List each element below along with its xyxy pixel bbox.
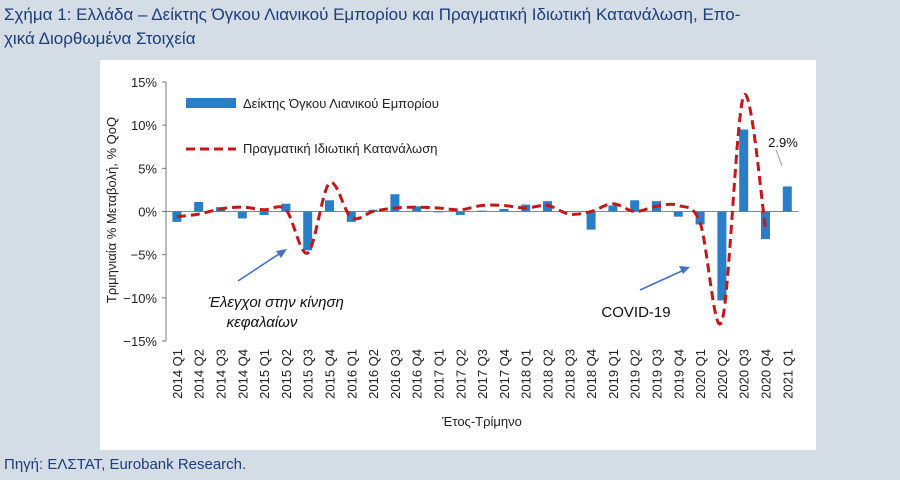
x-axis-label: Έτος-Τρίμηνο: [441, 414, 522, 429]
bar: [303, 211, 313, 251]
x-tick-label: 2015 Q4: [323, 349, 338, 399]
x-tick-label: 2014 Q1: [170, 349, 185, 399]
chart-panel: [100, 60, 816, 450]
x-tick-label: 2014 Q2: [192, 349, 207, 399]
last-value-annotation: 2.9%: [768, 135, 798, 167]
arrow-head-icon: [679, 266, 690, 274]
y-axis-label: Τριμηνιαία % Μεταβολή, % QoQ: [104, 117, 119, 303]
capital-controls-annotation: Έλεγχοι στην κίνηση κεφαλαίων: [208, 249, 344, 331]
legend-bar-swatch: [186, 98, 236, 108]
y-tick-label: −5%: [131, 248, 158, 263]
legend: Δείκτης Όγκου Λιανικού Εμπορίου Πραγματι…: [186, 96, 439, 156]
figure-title: Σχήμα 1: Ελλάδα – Δείκτης Όγκου Λιανικού…: [4, 5, 741, 48]
annotation-arrow: [237, 251, 283, 282]
consumption-line: [176, 93, 767, 326]
x-tick-label: 2016 Q2: [366, 349, 381, 399]
x-tick-label: 2019 Q1: [606, 349, 621, 399]
callout-line: [775, 149, 783, 167]
legend-line-label: Πραγματική Ιδιωτική Κατανάλωση: [243, 141, 437, 156]
x-tick-label: 2020 Q2: [715, 349, 730, 399]
x-tick-label: 2020 Q3: [737, 349, 752, 399]
x-tick-label: 2018 Q3: [562, 349, 577, 399]
x-tick-label: 2018 Q2: [541, 349, 556, 399]
x-tick-label: 2020 Q4: [759, 349, 774, 399]
bar: [390, 194, 400, 212]
capital-controls-text-line2: κεφαλαίων: [227, 314, 298, 331]
bar: [673, 211, 683, 217]
x-tick-label: 2015 Q1: [257, 349, 272, 399]
x-tick-label: 2016 Q1: [344, 349, 359, 399]
bar: [608, 205, 618, 212]
line-series: [176, 93, 767, 326]
x-tick-label: 2015 Q2: [279, 349, 294, 399]
x-tick-label: 2019 Q2: [628, 349, 643, 399]
x-tick-label: 2017 Q1: [432, 349, 447, 399]
bar: [695, 211, 705, 225]
last-value-label: 2.9%: [768, 135, 798, 150]
x-axis-ticks: 2014 Q1 2014 Q2 2014 Q3 2014 Q4 2015 Q1 2015 …: [170, 349, 795, 399]
bar: [259, 211, 269, 215]
x-tick-label: 2017 Q2: [453, 349, 468, 399]
bar: [630, 200, 640, 212]
bar: [412, 206, 422, 212]
x-tick-label: 2017 Q4: [497, 349, 512, 399]
bar: [477, 210, 487, 212]
x-tick-label: 2021 Q1: [780, 349, 795, 399]
bar: [564, 211, 574, 212]
x-tick-label: 2016 Q4: [410, 349, 425, 399]
y-tick-label: 15%: [131, 75, 157, 90]
x-tick-label: 2018 Q1: [519, 349, 534, 399]
bar: [782, 186, 792, 212]
x-tick-label: 2014 Q3: [214, 349, 229, 399]
arrow-head-icon: [276, 249, 287, 258]
y-axis-ticks: −15% −10% −5% 0% 5% 10% 15%: [123, 75, 167, 349]
x-tick-label: 2017 Q3: [475, 349, 490, 399]
y-tick-label: 10%: [131, 118, 157, 133]
annotation-arrow: [639, 269, 685, 291]
capital-controls-text-line1: Έλεγχοι στην κίνηση: [208, 294, 344, 311]
bar: [237, 211, 247, 219]
bar: [434, 211, 443, 213]
bar: [739, 129, 749, 212]
covid-text: COVID-19: [601, 304, 670, 321]
bar: [281, 203, 291, 212]
bar: [325, 200, 334, 212]
x-tick-label: 2019 Q3: [650, 349, 665, 399]
y-tick-label: −15%: [123, 334, 157, 349]
y-tick-label: 0%: [138, 205, 157, 220]
x-tick-label: 2020 Q1: [693, 349, 708, 399]
covid-annotation: COVID-19: [601, 266, 690, 321]
x-tick-label: 2019 Q4: [671, 349, 686, 399]
y-tick-label: −10%: [123, 291, 157, 306]
x-tick-label: 2016 Q3: [388, 349, 403, 399]
x-tick-label: 2018 Q4: [584, 349, 599, 399]
bar: [586, 211, 596, 230]
x-tick-label: 2014 Q4: [235, 349, 250, 399]
source-note: Πηγή: ΕΛΣΤΑΤ, Eurobank Research.: [4, 456, 247, 473]
bar: [455, 211, 465, 215]
x-tick-label: 2015 Q3: [301, 349, 316, 399]
bar: [499, 208, 509, 212]
bar: [346, 211, 356, 222]
y-tick-label: 5%: [138, 161, 157, 176]
legend-bar-label: Δείκτης Όγκου Λιανικού Εμπορίου: [243, 96, 439, 111]
bar: [194, 202, 204, 212]
bar: [717, 211, 727, 301]
